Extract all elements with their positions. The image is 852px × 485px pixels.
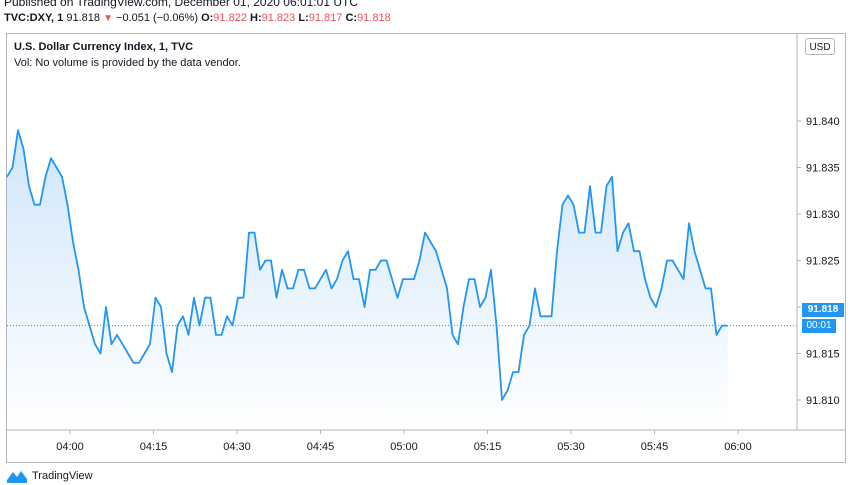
y-tick-label: 91.830	[806, 209, 840, 221]
symbol-info-bar: TVC:DXY, 1 91.818 ▼ −0.051 (−0.06%) O:91…	[4, 12, 391, 24]
y-tick-label: 91.835	[806, 163, 840, 175]
x-tick-label: 06:00	[724, 441, 752, 453]
x-tick-label: 04:30	[223, 441, 251, 453]
price-change: −0.051 (−0.06%)	[116, 12, 198, 24]
close-value: 91.818	[357, 12, 391, 24]
published-info: Published on TradingView.com, December 0…	[4, 0, 358, 9]
last-price: 91.818	[66, 12, 101, 24]
x-tick-label: 05:15	[474, 441, 502, 453]
x-tick-label: 04:15	[140, 441, 168, 453]
x-tick-label: 04:00	[56, 441, 84, 453]
x-tick-label: 05:30	[557, 441, 585, 453]
x-tick-label: 05:45	[641, 441, 669, 453]
close-label: C:	[345, 12, 358, 24]
x-tick-label: 04:45	[307, 441, 335, 453]
y-tick-label: 91.810	[806, 395, 840, 407]
down-arrow-icon: ▼	[103, 13, 113, 24]
countdown-badge: 00:01	[802, 319, 836, 333]
x-tick-label: 05:00	[390, 441, 418, 453]
footer-brand: TradingView	[6, 468, 93, 484]
y-tick-label: 91.815	[806, 349, 840, 361]
tradingview-logo-icon	[7, 471, 27, 483]
open-value: 91.822	[213, 12, 247, 24]
y-tick-label: 91.840	[806, 116, 840, 128]
low-value: 91.817	[308, 12, 343, 24]
price-line	[6, 129, 728, 401]
last-price-badge: 91.818	[802, 303, 844, 317]
high-label: H:	[250, 12, 262, 24]
chart-frame	[6, 33, 846, 463]
low-label: L:	[298, 12, 309, 24]
price-area-fill	[7, 130, 728, 431]
volume-note: Vol: No volume is provided by the data v…	[14, 57, 241, 69]
high-value: 91.823	[261, 12, 296, 24]
open-label: O:	[201, 12, 214, 24]
chart-title: U.S. Dollar Currency Index, 1, TVC	[14, 41, 194, 53]
y-tick-label: 91.825	[806, 256, 840, 268]
currency-button[interactable]: USD	[805, 38, 835, 55]
symbol-name: TVC:DXY, 1	[4, 12, 64, 24]
brand-name: TradingView	[32, 470, 93, 482]
